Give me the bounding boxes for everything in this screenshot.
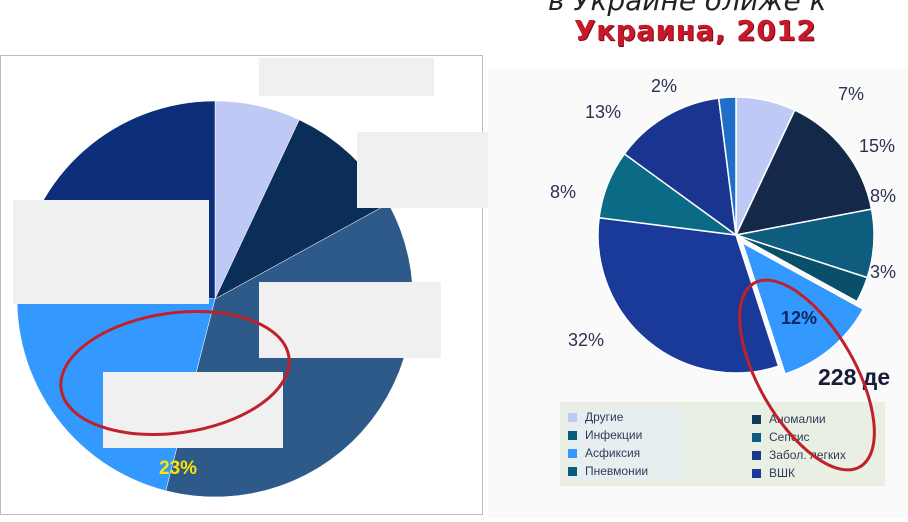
legend-item: Аномалии: [752, 410, 882, 428]
pie-slice: [717, 96, 737, 236]
legend-swatch: [568, 466, 577, 476]
legend-label: ВШК: [769, 466, 795, 480]
pie-data-label: 8%: [550, 182, 576, 202]
chart-title: Украина, 2012: [574, 14, 817, 47]
legend-label: Инфекции: [585, 428, 643, 442]
legend-right-column: Аномалии Сепсис Забол. легких ВШК: [752, 410, 882, 482]
legend-swatch: [752, 468, 761, 478]
pie-data-label: 12%: [781, 308, 817, 328]
legend-label: Пневмонии: [585, 464, 649, 478]
legend-item: Сепсис: [752, 428, 882, 446]
legend-label: Забол. легких: [769, 448, 846, 462]
legend-label: Аномалии: [769, 412, 826, 426]
legend-item: ВШК: [752, 464, 882, 482]
pie-data-label: 7%: [838, 84, 864, 104]
legend-label: Сепсис: [769, 430, 810, 444]
pie-data-label: 13%: [585, 102, 621, 122]
legend-item: Забол. легких: [752, 446, 882, 464]
legend-left-column: Другие Инфекции Асфиксия Пневмонии: [568, 408, 683, 480]
legend-item: Асфиксия: [568, 444, 683, 462]
pie-data-label: 32%: [568, 330, 604, 350]
legend-swatch: [568, 430, 577, 440]
legend-swatch: [752, 432, 761, 442]
pie-data-label: 15%: [859, 136, 895, 156]
legend-label: Другие: [585, 410, 624, 424]
pie-data-label: 23%: [159, 458, 197, 479]
legend-label: Асфиксия: [585, 446, 641, 460]
redacted-label-box: [259, 282, 441, 358]
legend-item: Другие: [568, 408, 683, 426]
redacted-label-box: [13, 200, 209, 304]
legend: Другие Инфекции Асфиксия Пневмонии Аномалии…: [560, 402, 885, 486]
legend-item: Пневмонии: [568, 462, 683, 480]
redacted-label-box: [259, 58, 434, 96]
left-chart-panel: 23%: [0, 55, 539, 515]
legend-swatch: [752, 414, 761, 424]
redacted-label-box: [103, 372, 283, 448]
pie-data-label: 3%: [870, 262, 896, 282]
legend-swatch: [568, 412, 577, 422]
pie-data-label: 8%: [870, 186, 896, 206]
page-title-partial: в Украине ближе к: [548, 0, 827, 17]
legend-swatch: [568, 448, 577, 458]
count-annotation: 228 де: [818, 364, 891, 390]
pie-slice: [734, 109, 873, 237]
pie-data-label: 2%: [651, 76, 677, 96]
legend-item: Инфекции: [568, 426, 683, 444]
legend-swatch: [752, 450, 761, 460]
pie-slice: [623, 97, 737, 237]
